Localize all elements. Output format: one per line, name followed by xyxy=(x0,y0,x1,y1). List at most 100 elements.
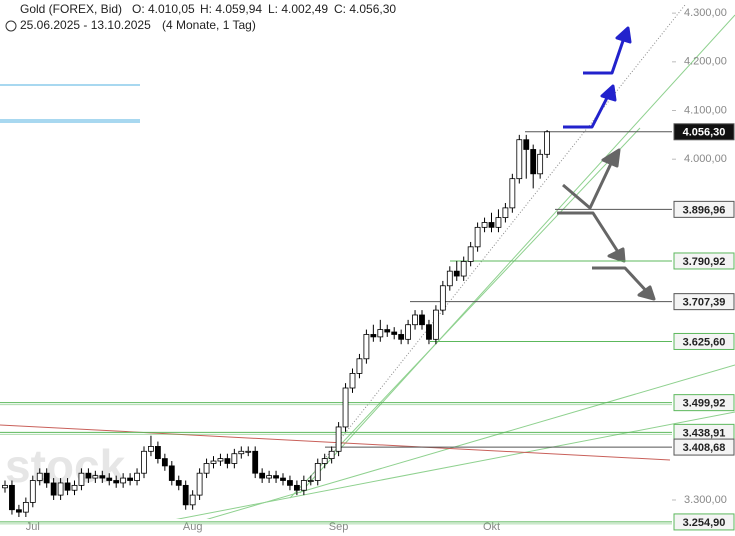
level-label: 3.254,90 xyxy=(683,517,726,529)
candle-body xyxy=(71,484,78,491)
candle-body xyxy=(384,329,391,333)
candle-body xyxy=(127,477,133,481)
candle-body xyxy=(175,480,182,486)
candle-body xyxy=(426,324,432,340)
candle-body xyxy=(259,472,266,479)
candle-body xyxy=(300,480,307,491)
level-label: 3.707,39 xyxy=(683,297,726,309)
candle-body xyxy=(405,324,412,340)
y-tick-label: 4.300,00 xyxy=(684,7,727,19)
candle-body xyxy=(2,484,8,489)
arrow-head xyxy=(601,148,621,168)
level-label-box xyxy=(673,332,735,350)
candle-body xyxy=(134,472,140,481)
candle-body xyxy=(22,502,29,513)
candle-body xyxy=(453,270,460,277)
trendline xyxy=(289,127,641,499)
candle-body xyxy=(516,139,523,180)
candle-body xyxy=(439,285,446,311)
level-label-box xyxy=(673,123,735,141)
candle-body xyxy=(50,482,57,496)
candle-body xyxy=(85,472,92,479)
candle-body xyxy=(273,475,279,479)
candle-body xyxy=(224,458,231,464)
level-label: 3.896,96 xyxy=(683,204,726,216)
candle-body xyxy=(266,475,273,479)
x-tick-label: Sep xyxy=(329,521,349,533)
level-label-box xyxy=(673,394,735,412)
candle-body xyxy=(328,450,335,459)
candle-body xyxy=(370,334,377,338)
candle-body xyxy=(15,509,22,513)
arrow-head xyxy=(600,84,617,102)
level-label-box xyxy=(673,293,735,311)
candle-body xyxy=(488,222,495,228)
candle-body xyxy=(349,372,356,389)
candle-body xyxy=(460,261,467,277)
candle-body xyxy=(189,494,196,506)
candle-body xyxy=(78,472,85,486)
candle-body xyxy=(314,463,321,481)
candle-body xyxy=(203,463,210,474)
arrow-head xyxy=(637,285,656,301)
candle-body xyxy=(446,270,453,287)
clock-icon xyxy=(5,20,17,32)
candle-body xyxy=(307,480,314,482)
candle-body xyxy=(321,458,328,464)
high: H: 4.059,94 xyxy=(200,2,262,16)
candle-body xyxy=(293,484,300,491)
candle-body xyxy=(509,178,516,209)
candle-body xyxy=(217,458,224,462)
arrow xyxy=(592,266,652,297)
y-tick-label: 4.100,00 xyxy=(684,104,727,116)
candle-body xyxy=(391,331,398,335)
candle-body xyxy=(356,358,363,374)
candle-body xyxy=(280,477,286,481)
candle-body xyxy=(467,246,474,262)
candle-body xyxy=(92,475,99,479)
candle-body xyxy=(537,153,544,175)
candle-body xyxy=(9,484,15,511)
candle-body xyxy=(495,217,502,228)
candle-body xyxy=(99,475,106,479)
period: (4 Monate, 1 Tag) xyxy=(162,18,256,32)
candle-body xyxy=(481,222,488,228)
arrow-head xyxy=(607,247,626,263)
level-label: 3.499,92 xyxy=(683,398,726,410)
candle-body xyxy=(154,446,161,459)
candle-body xyxy=(238,450,245,455)
axis-background xyxy=(0,519,672,536)
trendline xyxy=(89,411,735,536)
candle-body xyxy=(196,472,203,496)
candle-body xyxy=(398,334,405,340)
candle-body xyxy=(43,472,50,484)
candle-body xyxy=(502,207,509,219)
open: O: 4.010,05 xyxy=(132,2,195,16)
candle-body xyxy=(29,480,36,503)
y-tick-label: 4.200,00 xyxy=(684,56,727,68)
candle-body xyxy=(161,458,168,467)
candle-body xyxy=(57,482,64,496)
level-label: 3.790,92 xyxy=(683,256,726,268)
trendline xyxy=(299,4,686,491)
x-tick-label: Aug xyxy=(183,521,203,533)
candle-body xyxy=(363,334,370,360)
candle-body xyxy=(64,482,71,491)
arrow xyxy=(563,91,612,129)
candle-body xyxy=(523,139,530,150)
candle-body xyxy=(106,477,113,481)
candle-body xyxy=(120,477,127,484)
candle-body xyxy=(335,426,342,452)
header: Gold (FOREX, Bid) O: 4.010,05 H: 4.059,9… xyxy=(5,2,396,32)
candle-body xyxy=(113,480,120,484)
candle-body xyxy=(148,446,154,452)
close: C: 4.056,30 xyxy=(334,2,396,16)
candle-body xyxy=(210,460,217,464)
trendline xyxy=(0,424,671,461)
candle-body xyxy=(474,226,481,248)
candle-body xyxy=(36,472,43,481)
level-label-box xyxy=(673,252,735,270)
candle-body xyxy=(530,149,537,175)
x-tick-label: Jul xyxy=(26,521,40,533)
